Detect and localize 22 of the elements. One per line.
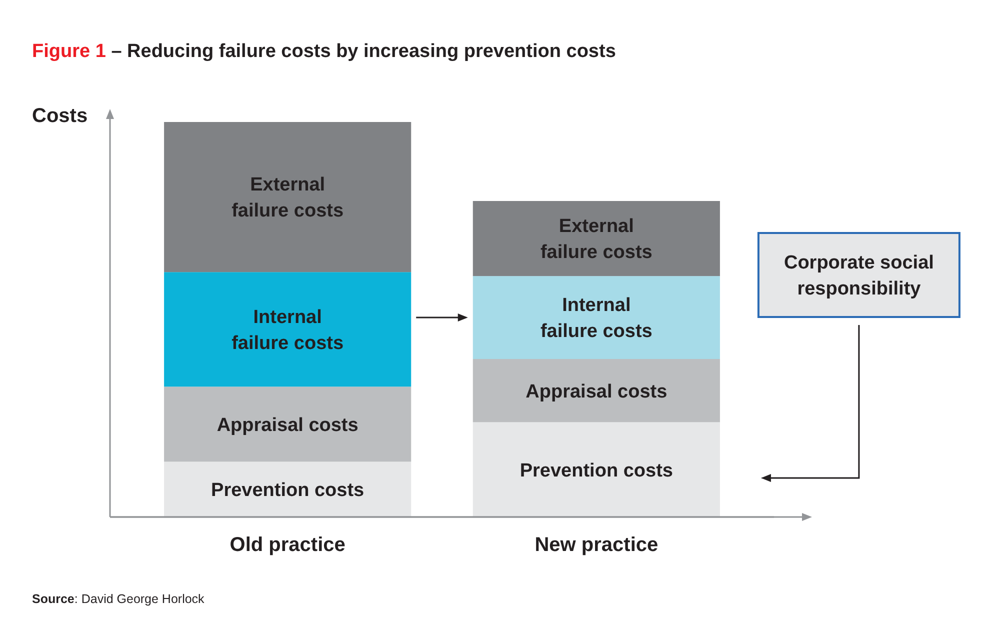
bar [164,386,412,462]
x-tick-label: Old practice [230,534,346,556]
bar [472,422,720,517]
x-tick-label: New practice [534,534,658,556]
bar [164,462,412,517]
text: Appraisal costs [216,414,358,436]
series-label: Internal failure costs [540,295,652,342]
annotation: Corporate social responsibility [784,252,934,300]
text: Prevention costs [520,460,673,482]
series-label: Appraisal costs [526,381,668,402]
series-label: External failure costs [540,216,652,264]
chart-title: Figure 1 – Reducing failure costs by increasing prevention costs [32,41,616,62]
bar [472,359,720,422]
y-axis-title: Costs [32,105,88,127]
text: Internal failure costs [232,307,344,354]
bar [472,201,720,276]
source-note: Source: David George Horlock [32,592,206,606]
bar [472,276,720,359]
bar [164,272,412,387]
bar [164,122,412,272]
text: External failure costs [232,174,344,222]
series-label: Prevention costs [211,480,364,501]
